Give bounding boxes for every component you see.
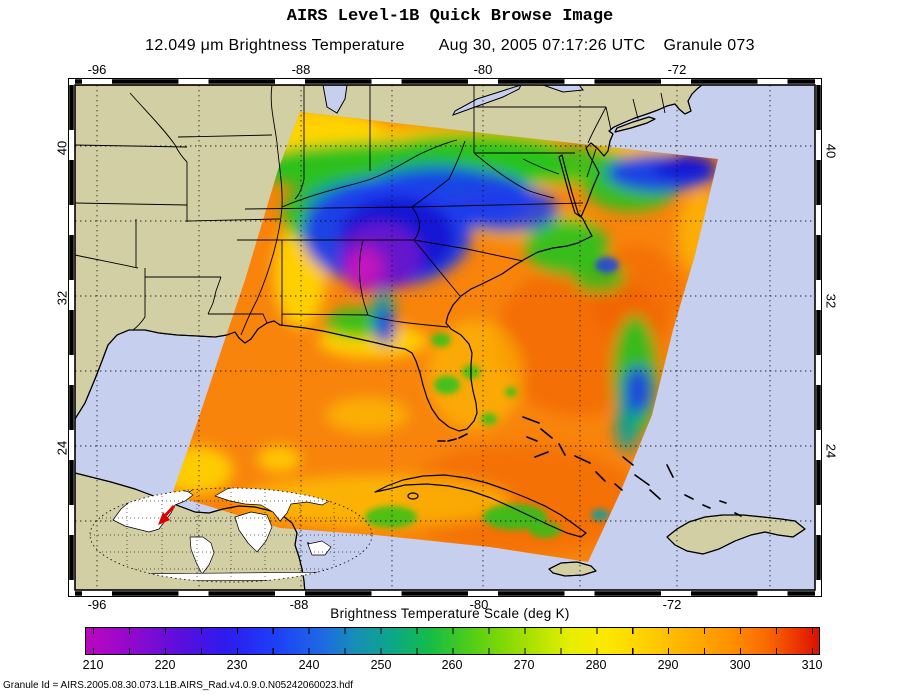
map-figure (68, 78, 822, 597)
lon-tick-label-bottom: -96 (87, 597, 107, 612)
colorbar-tick-label: 240 (298, 658, 320, 672)
granule-location-arrow-icon (158, 504, 176, 525)
lon-tick-label-top: -80 (473, 62, 493, 77)
subtitle-gap (405, 37, 439, 55)
lon-tick-label-top: -96 (87, 62, 107, 77)
colorbar-tick-label: 310 (801, 658, 823, 672)
lon-tick-label-bottom: -88 (289, 597, 309, 612)
lat-tick-label-right: 40 (823, 143, 839, 159)
subtitle-product: 12.049 μm Brightness Temperature (145, 37, 405, 54)
map-frame (68, 78, 822, 597)
granule-id: Granule Id = AIRS.2005.08.30.073.L1B.AIR… (3, 680, 353, 691)
subtitle: 12.049 μm Brightness Temperature Aug 30,… (0, 37, 900, 55)
colorbar-tick-label: 210 (82, 658, 104, 672)
colorbar-tick-label: 250 (370, 658, 392, 672)
lon-tick-label-top: -88 (291, 62, 311, 77)
colorbar-tick-label: 260 (441, 658, 463, 672)
state-borders (75, 85, 666, 336)
subtitle-gap (645, 37, 663, 55)
colorbar-tick-label: 290 (657, 658, 679, 672)
colorbar-label: Brightness Temperature Scale (deg K) (330, 606, 570, 621)
lat-tick-label-right: 32 (823, 293, 839, 309)
colorbar-tick-label: 300 (729, 658, 751, 672)
colorbar-gradient (85, 627, 820, 655)
small-islands (307, 416, 742, 552)
subtitle-datetime: Aug 30, 2005 07:17:26 UTC (438, 37, 646, 54)
colorbar-ticks-bottom (86, 648, 819, 654)
colorbar-tick-label: 220 (154, 658, 176, 672)
lon-tick-label-bottom: -72 (662, 597, 682, 612)
lat-tick-label-right: 24 (823, 443, 839, 459)
colorbar-ticks-top (86, 628, 819, 634)
graticule (75, 85, 815, 590)
page-title: AIRS Level-1B Quick Browse Image (286, 7, 614, 26)
colorbar-tick-label: 280 (585, 658, 607, 672)
colorbar-tick-label: 270 (513, 658, 535, 672)
colorbar-tick-label: 230 (226, 658, 248, 672)
subtitle-granule: Granule 073 (663, 37, 755, 54)
great-lakes (322, 85, 584, 116)
map-canvas (75, 85, 815, 590)
lon-tick-label-top: -72 (667, 62, 687, 77)
lon-tick-label-bottom: -80 (469, 597, 489, 612)
